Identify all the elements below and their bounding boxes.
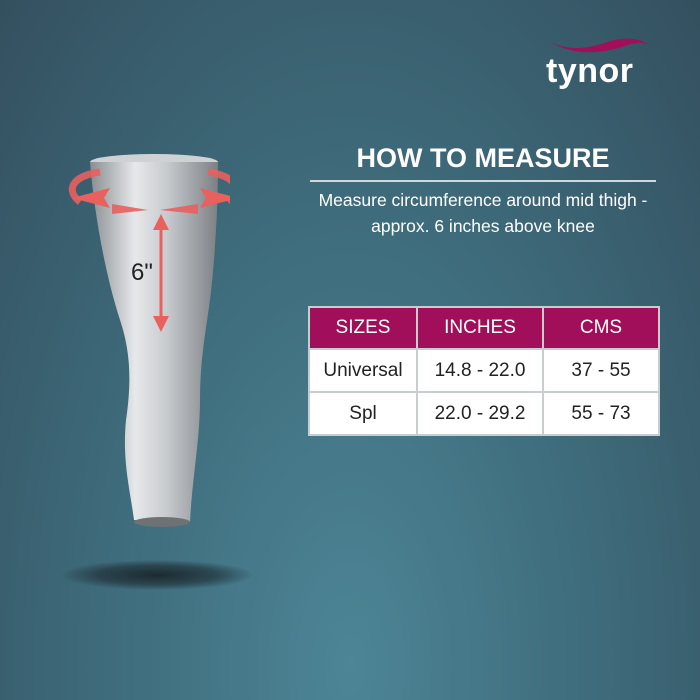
divider	[310, 180, 656, 182]
leg-shadow	[62, 560, 252, 590]
leg-illustration	[68, 154, 230, 527]
measure-label: 6"	[131, 259, 153, 286]
cell-cms: 37 - 55	[544, 350, 658, 391]
header-cms: CMS	[544, 308, 658, 348]
instructions: Measure circumference around mid thigh -…	[318, 190, 648, 236]
cell-inches: 14.8 - 22.0	[418, 350, 542, 391]
header-inches: INCHES	[418, 308, 542, 348]
header-sizes: SIZES	[310, 308, 416, 348]
logo-swoosh-icon	[550, 38, 653, 53]
table-row: Universal 14.8 - 22.0 37 - 55	[310, 350, 658, 391]
cell-size: Universal	[310, 350, 416, 391]
size-table: SIZES INCHES CMS Universal 14.8 - 22.0 3…	[308, 306, 660, 436]
cell-inches: 22.0 - 29.2	[418, 393, 542, 434]
cell-cms: 55 - 73	[544, 393, 658, 434]
page-title: HOW TO MEASURE	[356, 143, 610, 173]
cell-size: Spl	[310, 393, 416, 434]
table-header: SIZES INCHES CMS	[310, 308, 658, 348]
table-row: Spl 22.0 - 29.2 55 - 73	[310, 393, 658, 434]
brand-logo: tynor	[546, 52, 634, 90]
